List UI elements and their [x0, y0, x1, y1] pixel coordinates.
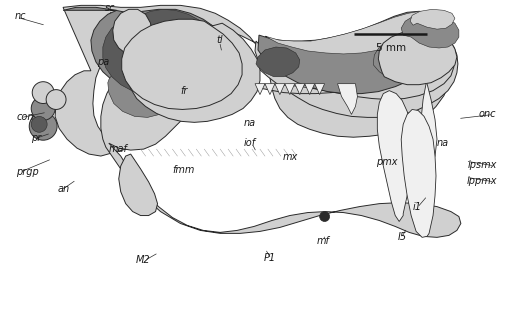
Polygon shape: [378, 30, 456, 85]
Text: nc: nc: [15, 11, 26, 21]
Text: ipsmx: ipsmx: [467, 160, 496, 170]
Text: fmm: fmm: [173, 165, 195, 175]
Text: pa: pa: [97, 57, 109, 67]
Text: an: an: [57, 184, 69, 194]
Polygon shape: [101, 55, 460, 237]
Polygon shape: [256, 47, 299, 77]
Polygon shape: [112, 9, 151, 58]
Text: na: na: [436, 138, 448, 148]
Polygon shape: [122, 19, 242, 110]
Polygon shape: [409, 9, 454, 29]
Polygon shape: [294, 84, 304, 95]
Text: onc: onc: [477, 109, 495, 119]
Polygon shape: [401, 14, 458, 48]
Text: fr: fr: [180, 86, 187, 96]
Circle shape: [319, 212, 329, 222]
Polygon shape: [254, 29, 457, 117]
Circle shape: [32, 82, 54, 103]
Text: 5 mm: 5 mm: [375, 43, 405, 53]
Text: i1: i1: [412, 202, 421, 212]
Polygon shape: [55, 6, 451, 156]
Polygon shape: [401, 110, 435, 237]
Text: M2: M2: [136, 255, 151, 265]
Circle shape: [31, 116, 47, 132]
Polygon shape: [314, 84, 324, 95]
Text: I5: I5: [397, 233, 406, 242]
Text: iof: iof: [243, 138, 256, 148]
Polygon shape: [258, 11, 446, 94]
Polygon shape: [377, 91, 412, 222]
Text: pmx: pmx: [376, 157, 397, 167]
Polygon shape: [119, 154, 157, 215]
Circle shape: [46, 90, 66, 110]
Text: pr: pr: [31, 133, 41, 143]
Polygon shape: [107, 58, 182, 117]
Text: tl: tl: [216, 35, 222, 45]
Polygon shape: [103, 9, 217, 96]
Text: sc: sc: [105, 3, 116, 13]
Polygon shape: [373, 33, 444, 81]
Text: ippmx: ippmx: [466, 176, 496, 186]
Text: con: con: [17, 112, 34, 122]
Text: mx: mx: [282, 152, 298, 162]
Text: P1: P1: [264, 253, 276, 263]
Polygon shape: [337, 84, 357, 114]
Polygon shape: [265, 84, 274, 95]
Text: na: na: [243, 119, 256, 128]
Circle shape: [31, 97, 55, 121]
Text: maf: maf: [108, 144, 127, 154]
Polygon shape: [265, 11, 434, 54]
Text: mf: mf: [317, 236, 329, 246]
Circle shape: [29, 112, 57, 140]
Polygon shape: [304, 84, 314, 95]
Polygon shape: [127, 23, 260, 122]
Text: prgp: prgp: [16, 167, 38, 177]
Polygon shape: [274, 84, 285, 95]
Polygon shape: [285, 84, 294, 95]
Polygon shape: [420, 84, 436, 166]
Polygon shape: [254, 84, 265, 95]
Polygon shape: [63, 7, 227, 97]
